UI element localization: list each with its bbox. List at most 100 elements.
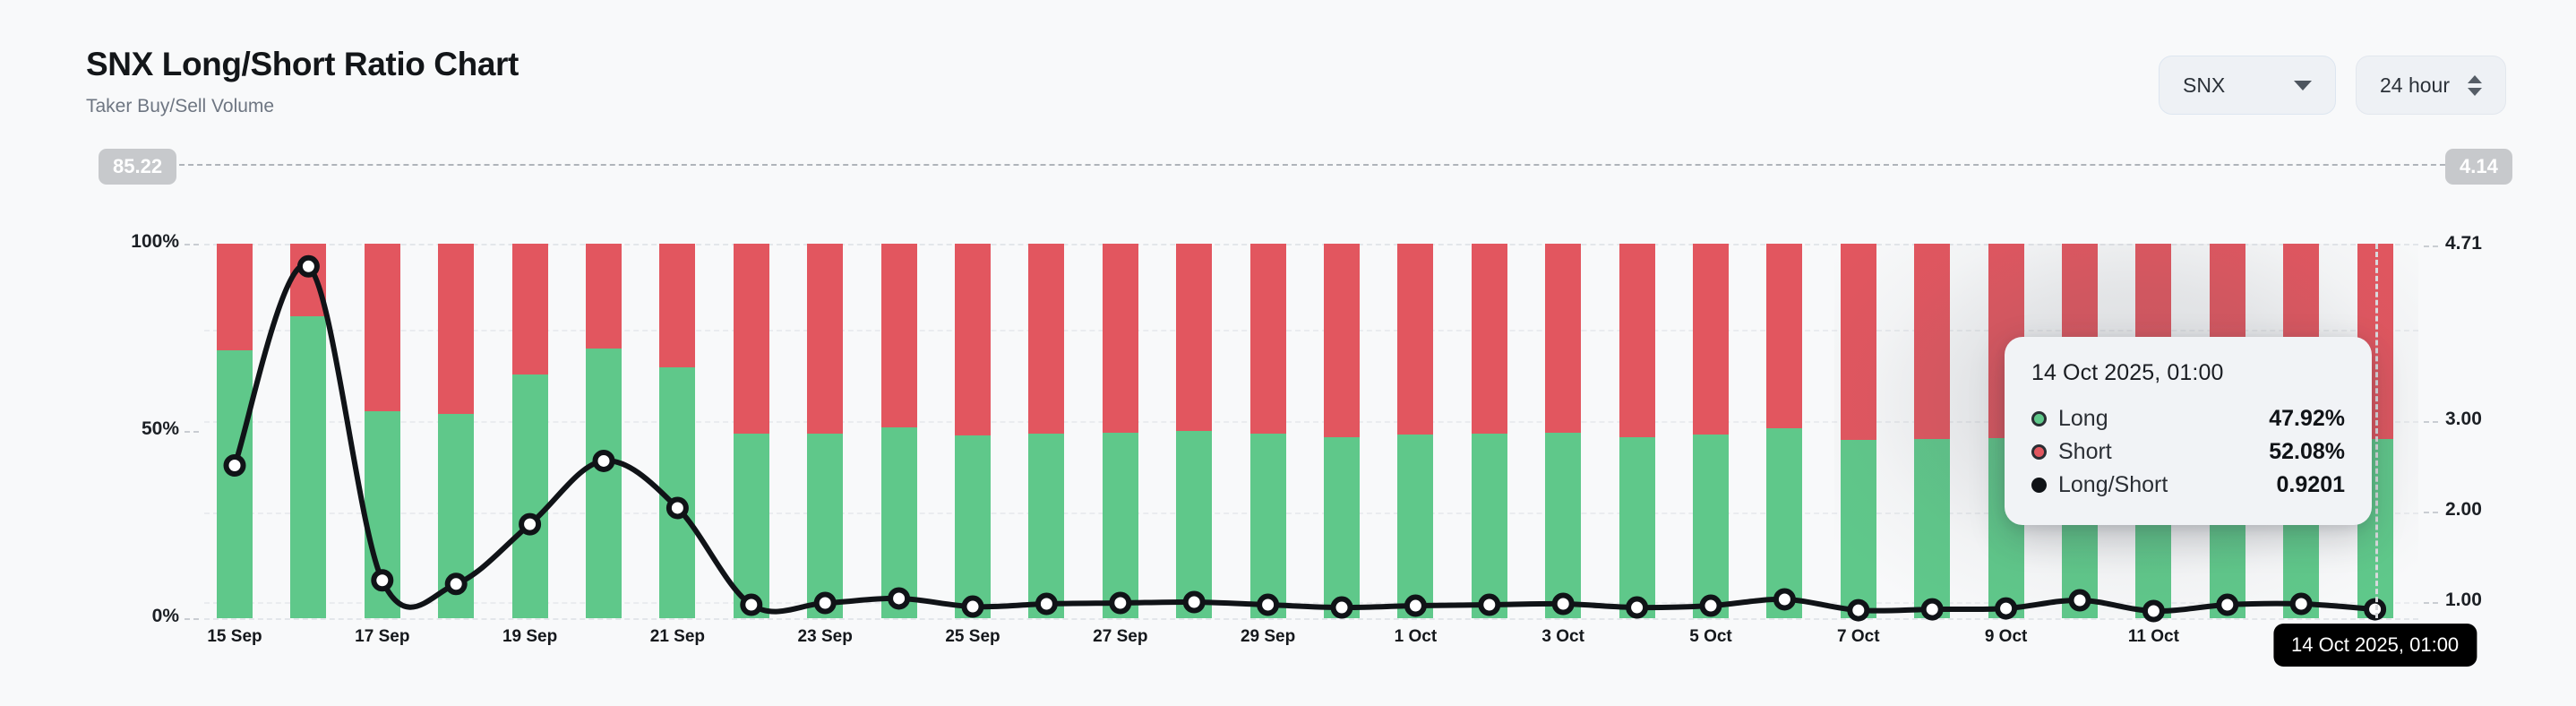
bar-segment-short (1397, 244, 1434, 435)
bar-segment-short (1102, 244, 1138, 433)
bar-segment-short (1176, 244, 1213, 431)
right-axis-tick-label: 4.71 (2445, 233, 2482, 254)
bar-segment-long (1766, 427, 1803, 618)
bar-6-oct[interactable] (1766, 244, 1803, 618)
right-axis-tick-label: 1.00 (2445, 590, 2482, 610)
left-axis-highlight-badge: 85.22 (99, 149, 177, 185)
bar-segment-long (586, 349, 622, 618)
bar-25-sep[interactable] (955, 244, 991, 618)
bar-segment-short (1840, 244, 1876, 441)
x-axis-tick-label: 5 Oct (1689, 627, 1732, 646)
bar-4-oct[interactable] (1619, 244, 1655, 618)
bar-segment-long (217, 350, 253, 618)
chart-controls: SNX 24 hour (2158, 56, 2506, 115)
symbol-select-label: SNX (2182, 73, 2226, 97)
bar-segment-short (1028, 244, 1065, 434)
bar-segment-short (1914, 244, 1951, 439)
bar-segment-short (1471, 244, 1507, 435)
bar-15-sep[interactable] (217, 244, 253, 618)
chevron-down-icon (2293, 80, 2312, 90)
bar-segment-short (1324, 244, 1360, 437)
bar-1-oct[interactable] (1397, 244, 1434, 618)
bar-segment-short (364, 244, 400, 411)
bar-27-sep[interactable] (1102, 244, 1138, 618)
bar-16-sep[interactable] (290, 244, 327, 618)
bar-segment-short (733, 244, 769, 434)
bar-24-sep[interactable] (880, 244, 917, 618)
tooltip-series-dot-icon (2031, 478, 2047, 493)
reference-line (152, 164, 2481, 166)
x-axis-tick-label: 15 Sep (207, 627, 262, 646)
tooltip-series-value: 47.92% (2269, 406, 2345, 431)
right-axis-tick (2424, 602, 2438, 604)
x-axis-tick-label: 17 Sep (355, 627, 410, 646)
right-axis-tick (2424, 245, 2438, 247)
left-axis-tick-label: 50% (141, 418, 179, 439)
bar-2-oct[interactable] (1471, 244, 1507, 618)
bar-segment-long (1619, 436, 1655, 618)
tooltip-row: Short 52.08% (2031, 439, 2345, 465)
bar-segment-long (1249, 434, 1286, 618)
bar-segment-long (1914, 438, 1951, 618)
left-axis-tick (185, 244, 199, 245)
bar-segment-short (659, 244, 696, 367)
bar-segment-long (1176, 431, 1213, 618)
bar-8-oct[interactable] (1914, 244, 1951, 618)
bar-segment-short (1693, 244, 1729, 435)
bar-28-sep[interactable] (1176, 244, 1213, 618)
bar-segment-short (1545, 244, 1582, 433)
bar-5-oct[interactable] (1693, 244, 1729, 618)
bar-30-sep[interactable] (1324, 244, 1360, 618)
right-axis-tick (2424, 421, 2438, 423)
bar-23-sep[interactable] (807, 244, 844, 618)
x-axis-tick-label: 27 Sep (1093, 627, 1148, 646)
bar-segment-short (511, 244, 548, 375)
page-subtitle: Taker Buy/Sell Volume (86, 95, 275, 116)
x-axis-tick-label: 1 Oct (1394, 627, 1438, 646)
bar-29-sep[interactable] (1249, 244, 1286, 618)
bar-22-sep[interactable] (733, 244, 769, 618)
bar-19-sep[interactable] (511, 244, 548, 618)
bar-segment-long (1471, 434, 1507, 618)
bar-segment-short (217, 244, 253, 351)
bar-3-oct[interactable] (1545, 244, 1582, 618)
bar-21-sep[interactable] (659, 244, 696, 618)
bar-segment-long (290, 316, 327, 618)
tooltip-series-name: Short (2058, 439, 2112, 464)
x-axis-tick-label: 21 Sep (649, 627, 706, 646)
bar-segment-long (1397, 435, 1434, 618)
bar-segment-short (1766, 244, 1803, 428)
symbol-select[interactable]: SNX (2158, 56, 2336, 115)
left-axis-tick (185, 618, 199, 620)
bar-26-sep[interactable] (1028, 244, 1065, 618)
x-axis-tick-label: 19 Sep (502, 627, 558, 646)
bar-segment-long (659, 366, 696, 618)
crosshair-vertical (2374, 244, 2378, 618)
bar-segment-short (1249, 244, 1286, 435)
bar-segment-long (1028, 433, 1065, 618)
bar-segment-long (511, 375, 548, 618)
page-title: SNX Long/Short Ratio Chart (86, 46, 519, 82)
bar-segment-long (733, 433, 769, 618)
bar-7-oct[interactable] (1840, 244, 1876, 618)
bar-segment-long (1693, 434, 1729, 618)
tooltip-date: 14 Oct 2025, 01:00 (2031, 360, 2224, 385)
tooltip-series-name: Long/Short (2058, 472, 2168, 497)
x-axis-tick-label: 7 Oct (1837, 627, 1880, 646)
tooltip-row: Long 47.92% (2031, 406, 2345, 432)
interval-stepper[interactable]: 24 hour (2355, 56, 2506, 115)
bar-segment-short (438, 244, 475, 414)
right-axis-tick-label: 2.00 (2445, 499, 2482, 520)
bar-segment-short (290, 244, 327, 317)
tooltip-series-value: 0.9201 (2276, 472, 2345, 497)
bar-segment-short (955, 244, 991, 436)
bar-segment-long (1324, 436, 1360, 618)
bar-18-sep[interactable] (438, 244, 475, 618)
bar-17-sep[interactable] (364, 244, 400, 618)
left-axis-tick (185, 431, 199, 433)
stepper-updown-icon[interactable] (2468, 74, 2482, 96)
right-axis-tick (2424, 512, 2438, 513)
bar-20-sep[interactable] (586, 244, 622, 618)
right-axis-tick-label: 3.00 (2445, 409, 2482, 429)
